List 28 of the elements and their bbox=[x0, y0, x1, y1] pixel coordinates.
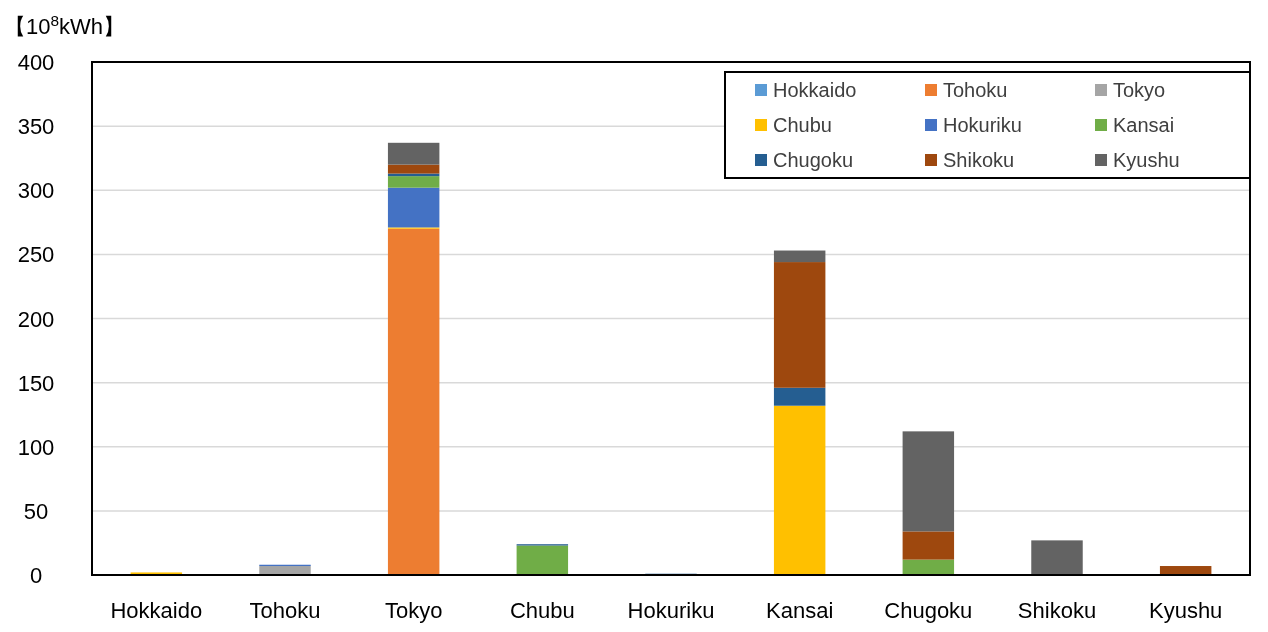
y-tick-label: 150 bbox=[17, 370, 55, 396]
legend-label: Kansai bbox=[1113, 114, 1175, 136]
legend-label: Hokuriku bbox=[943, 114, 1022, 136]
legend-label: Kyushu bbox=[1113, 149, 1180, 171]
x-tick-label: Kyushu bbox=[1148, 598, 1223, 623]
x-tick-label: Hokuriku bbox=[627, 598, 715, 623]
x-tick-label: Tokyo bbox=[384, 598, 443, 623]
y-tick-label: 350 bbox=[17, 114, 55, 140]
legend-label: Tohoku bbox=[943, 79, 1008, 101]
x-tick-label: Chugoku bbox=[884, 598, 973, 623]
legend-label: Tokyo bbox=[1113, 79, 1166, 101]
y-tick-label: 400 bbox=[17, 50, 55, 75]
x-tick-label: Tohoku bbox=[249, 598, 321, 623]
x-tick-label: Kansai bbox=[766, 598, 834, 623]
y-tick-label: 250 bbox=[17, 242, 55, 268]
y-tick-label: 0 bbox=[29, 563, 43, 588]
x-tick-label: Hokkaido bbox=[110, 598, 203, 623]
y-tick-label: 100 bbox=[17, 434, 55, 460]
legend-label: Hokkaido bbox=[773, 79, 857, 101]
x-tick-label: Shikoku bbox=[1017, 598, 1097, 623]
legend-label: Chubu bbox=[773, 114, 832, 136]
y-tick-label: 300 bbox=[17, 178, 55, 204]
x-tick-label: Chubu bbox=[509, 598, 575, 623]
y-axis-title: 【10$^{8}$kWh】 bbox=[4, 11, 126, 39]
y-tick-label: 50 bbox=[23, 498, 49, 524]
legend-label: Shikoku bbox=[943, 149, 1015, 171]
legend-label: Chugoku bbox=[773, 149, 854, 171]
y-tick-label: 200 bbox=[17, 306, 55, 332]
